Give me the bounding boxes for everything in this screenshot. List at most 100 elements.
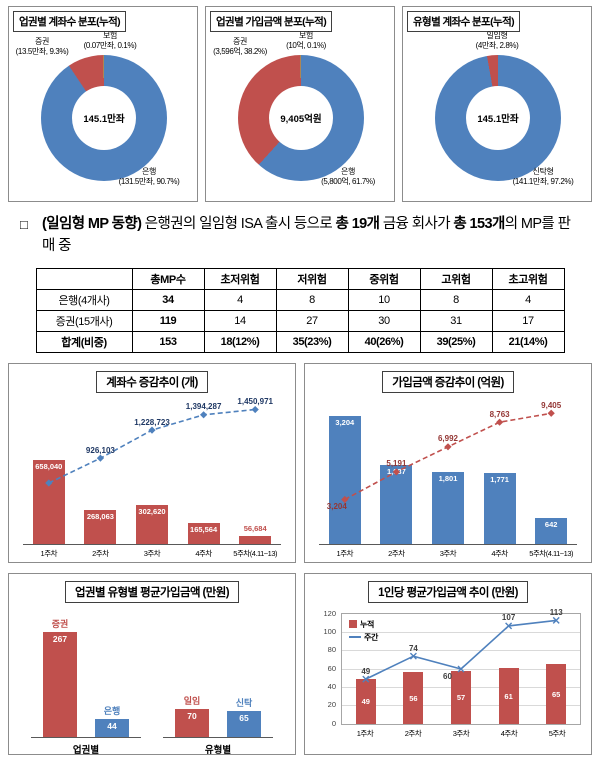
bar-group: 증권 267 은행 44 업권별 [31,617,141,756]
bar-column: 일임 70 [175,694,209,737]
segment-label-trust: 신탁형 (141.1만좌, 97.2%) [497,167,589,187]
bar-column: 신탁 65 [227,696,261,737]
legend-label: 주간 [364,632,378,642]
accounts-by-sector-panel: 업권별 계좌수 분포(누적) 145.1만좌 증권 (13.5만좌, 9.3%)… [8,6,198,202]
panel-title: 유형별 계좌수 분포(누적) [407,11,521,32]
x-axis-label: 3주차 [439,548,457,558]
table-cell: 14 [203,309,277,332]
line-value-label: 5,191 [386,459,407,469]
y-axis: 0 20 40 60 80 100 120 [315,609,341,728]
bar [328,416,361,544]
bar-value-label: 49 [361,697,370,707]
note-bold-companies: 총 19개 [335,216,380,232]
note-text: 은행권의 일임형 ISA 출시 등으로 [141,216,336,232]
axis-wrap: 0 20 40 60 80 100 120 49 56 57 61 65 49 74 60 107 113 누적… [315,608,581,728]
x-axis-label: 5주차 [548,728,566,738]
bar-value-label: 1,771 [490,475,509,485]
table-header-cell [35,267,133,290]
mp-table-head: 총MP수 초저위험 저위험 중위험 고위험 초고위험 [35,267,565,290]
x-axis-label: 4주차 [500,728,518,738]
mp-trend-note: □ (일임형 MP 동향) 은행권의 일임형 ISA 출시 등으로 총 19개 금… [18,214,582,258]
line-value-label: 9,405 [541,400,562,410]
mp-table: 총MP수 초저위험 저위험 중위험 고위험 초고위험 은행(4개사) 34 4 … [35,267,565,353]
panel-title: 업권별 가입금액 분포(누적) [210,11,333,32]
note-text: 금융 회사가 [379,216,454,232]
row-label: 증권(15개사) [35,309,133,332]
x-axis-label: 1주차 [356,728,374,738]
table-cell: 119 [131,309,205,332]
bar-value-label: 1,801 [438,473,458,483]
bar [187,522,220,544]
table-cell: 18(12%) [203,330,277,353]
segment-name: 은행 [142,167,156,176]
segment-value: (3,596억, 38.2%) [213,47,267,56]
table-cell: 8 [419,288,493,311]
mp-table-body: 은행(4개사) 34 4 8 10 8 4 증권(15개사) 119 14 27… [35,288,565,353]
note-bold-mp-count: 총 153개 [453,216,505,232]
bar [451,671,471,724]
table-cell: 17 [491,309,565,332]
segment-value: (131.5만좌, 90.7%) [118,177,180,186]
bar [403,672,424,724]
table-cell: 4 [491,288,565,311]
bar-value-label: 70 [187,711,197,721]
y-axis-tick-label: 120 [323,608,336,618]
segment-name: 증권 [233,37,247,46]
x-axis-label: 2주차 [404,728,422,738]
donut-chart: 145.1만좌 [41,55,167,181]
trend-chart-row: 계좌수 증감추이 (개) 658,040 268,063 302,620 165,56… [8,362,592,563]
table-cell: 21(14%) [491,330,565,353]
legend-swatch [349,636,361,638]
x-axis-label: 1주차 [40,548,58,558]
account-trend-chart-panel: 계좌수 증감추이 (개) 658,040 268,063 302,620 165,56… [8,362,296,563]
donut-chart: 9,405억원 [238,55,364,181]
segment-name: 일임형 [486,31,508,40]
bar [136,505,168,544]
bar [355,678,376,724]
segment-name: 보험 [103,31,117,40]
x-axis-label: 1주차 [336,548,354,558]
table-cell: 27 [275,309,349,332]
bar-name-label: 신탁 [235,697,253,708]
bar-value-label: 267 [52,633,68,644]
line-value-label: 3,204 [326,501,347,511]
note-bold-intro: (일임형 MP 동향) [42,216,142,232]
segment-name: 신탁형 [532,167,554,176]
y-axis-tick-label: 20 [327,700,336,710]
donut-center-label: 145.1만좌 [72,86,136,150]
table-row-securities: 증권(15개사) 119 14 27 30 31 17 [35,309,565,332]
table-row-total: 합계(비중) 153 18(12%) 35(23%) 40(26%) 39(25… [35,330,565,353]
segment-label-discretionary: 일임형 (4만좌, 2.8%) [459,31,535,51]
segment-name: 증권 [35,37,49,46]
bar-value-label: 44 [107,721,117,732]
bar-value-label: 65 [239,712,249,723]
bar [498,667,519,724]
panel-title: 업권별 계좌수 분포(누적) [13,11,127,32]
bar-value-label: 61 [504,691,513,701]
segment-label-bank: 은행 (131.5만좌, 90.7%) [105,167,193,187]
table-cell: 10 [347,288,421,311]
average-chart-row: 업권별 유형별 평균가입금액 (만원) 증권 267 은행 44 업권별 일임 70 신탁 65… [8,572,592,756]
table-header-cell: 초고위험 [491,267,565,290]
bar-value-label: 56,684 [243,524,267,534]
line-value-label: 6,992 [437,434,459,444]
segment-label-securities: 증권 (13.5만좌, 9.3%) [11,37,73,57]
legend-item: 누적 [349,619,378,630]
line-marker [96,454,104,462]
bar-value-label: 3,204 [335,418,355,428]
table-row-bank: 은행(4개사) 34 4 8 10 8 4 [35,288,565,311]
segment-label-bank: 은행 (5,800억, 61.7%) [306,167,390,187]
accounts-by-type-panel: 유형별 계좌수 분포(누적) 145.1만좌 일임형 (4만좌, 2.8%) 신… [402,6,592,202]
segment-label-securities: 증권 (3,596억, 38.2%) [208,37,272,57]
bar-group: 일임 70 신탁 65 유형별 [163,694,273,756]
bar-value-label: 302,620 [138,507,166,517]
bar [32,460,65,544]
bar-column: 증권 267 [43,617,77,737]
line-value-label: 1,394,287 [185,402,222,412]
group-axis-label: 업권별 [31,736,141,756]
donut-center-label: 145.1만좌 [466,86,530,150]
amount-trend-chart-panel: 가입금액 증감추이 (억원) 3,204 1,987 1,801 1,771 642 3,… [304,362,592,563]
line-value-label: 1,228,723 [134,417,170,427]
chart-title: 가입금액 증감추이 (억원) [382,370,514,393]
checkbox-bullet-icon: □ [20,217,28,232]
